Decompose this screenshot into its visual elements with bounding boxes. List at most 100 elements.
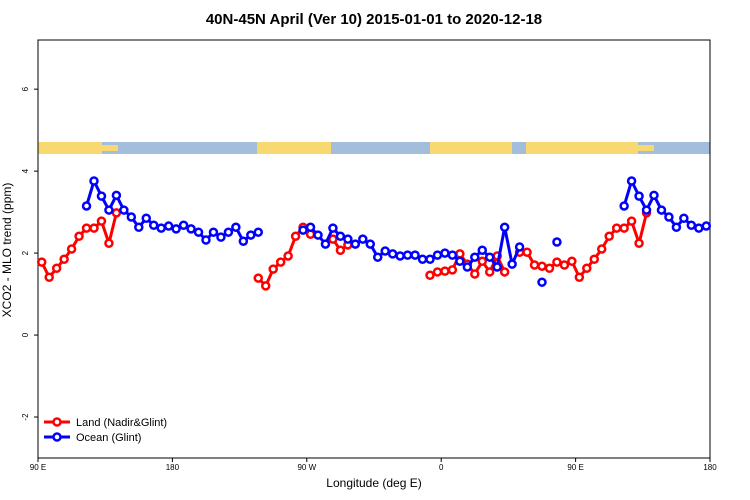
x-axis-label: Longitude (deg E) (326, 476, 421, 490)
data-point (81, 223, 92, 233)
data-point (552, 257, 562, 267)
x-tick-label: 0 (439, 463, 444, 472)
y-tick-label: 2 (21, 250, 30, 255)
data-point (119, 205, 129, 215)
data-point (574, 272, 585, 283)
data-point (656, 205, 667, 215)
data-point (671, 222, 682, 233)
data-point (477, 256, 488, 267)
data-point (664, 212, 674, 222)
data-point (298, 225, 308, 235)
data-point (537, 277, 547, 287)
data-point (96, 191, 107, 201)
data-point (253, 227, 264, 237)
data-point (582, 263, 592, 274)
y-tick-label: 6 (21, 86, 30, 91)
data-point (193, 227, 204, 237)
data-point (313, 230, 323, 240)
y-tick-label: 0 (21, 332, 30, 337)
data-point (343, 234, 353, 244)
data-point (410, 250, 420, 260)
land-sea-strip (38, 142, 710, 154)
data-point (186, 224, 196, 234)
data-point (44, 272, 54, 283)
data-point (275, 257, 286, 267)
data-point (36, 257, 47, 267)
data-point (417, 254, 428, 264)
data-point (111, 190, 122, 201)
data-point (246, 230, 256, 240)
data-point (567, 256, 577, 267)
data-point (537, 261, 547, 271)
data-point (148, 220, 159, 230)
data-point (156, 223, 166, 233)
data-point (260, 281, 271, 291)
y-axis-label: XCO2 - MLO trend (ppm) (0, 183, 14, 318)
data-point (66, 244, 77, 254)
data-point (634, 238, 644, 249)
x-tick-label: 180 (166, 463, 180, 472)
plot-frame (37, 39, 711, 459)
data-point (89, 176, 99, 186)
data-point (74, 231, 84, 242)
data-point (611, 223, 622, 233)
data-point (402, 250, 413, 260)
data-point (290, 231, 301, 242)
data-point (283, 251, 293, 261)
legend-label: Land (Nadir&Glint) (76, 417, 167, 429)
data-point (350, 239, 361, 249)
data-point (335, 231, 346, 242)
data-point (604, 231, 614, 242)
legend-label: Ocean (Glint) (76, 432, 141, 444)
data-point (208, 227, 219, 237)
data-point (492, 262, 502, 272)
data-point (455, 256, 465, 267)
data-point (201, 235, 211, 245)
data-point (589, 254, 600, 264)
data-point (335, 245, 346, 255)
data-point (59, 254, 69, 264)
data-point (619, 201, 629, 211)
data-point (231, 222, 241, 233)
data-point (141, 213, 152, 224)
data-point (679, 213, 689, 224)
data-point (51, 263, 62, 274)
data-point (216, 232, 226, 242)
land-strip (638, 145, 654, 151)
data-point (268, 264, 278, 274)
land-strip (38, 142, 102, 154)
data-point (134, 222, 144, 233)
data-point (470, 269, 480, 279)
data-point (641, 205, 652, 215)
data-point (447, 265, 458, 275)
data-point (253, 273, 264, 283)
data-point (649, 190, 659, 201)
data-point (522, 247, 532, 258)
data-point (477, 245, 488, 255)
x-tick-label: 180 (703, 463, 717, 472)
data-point (462, 262, 473, 272)
data-point (552, 237, 562, 247)
data-point (470, 252, 480, 262)
data-point (432, 267, 443, 277)
data-point (440, 248, 450, 258)
data-point (596, 244, 607, 254)
data-point (499, 267, 510, 277)
x-tick-label: 90 W (297, 463, 316, 472)
legend: Land (Nadir&Glint) Ocean (Glint) (44, 417, 167, 444)
data-point (328, 234, 338, 244)
data-point (440, 266, 450, 276)
data-point (619, 223, 629, 233)
data-point (178, 220, 189, 230)
data-point (425, 254, 435, 264)
data-point (507, 259, 517, 269)
data-point (626, 216, 637, 226)
data-point (163, 221, 174, 231)
data-point (81, 201, 92, 211)
data-point (89, 223, 99, 233)
land-strip (430, 142, 512, 154)
data-point (484, 267, 495, 277)
data-point (372, 252, 383, 262)
